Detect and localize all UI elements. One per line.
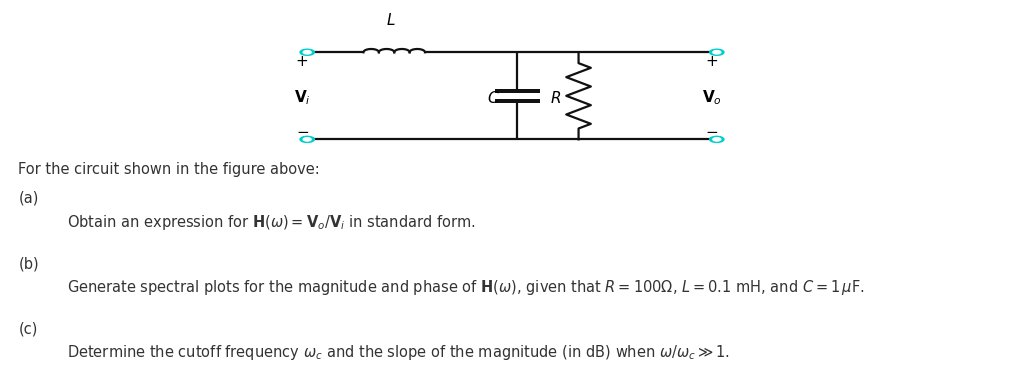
Circle shape [300,49,314,55]
Text: Determine the cutoff frequency $\omega_c$ and the slope of the magnitude (in dB): Determine the cutoff frequency $\omega_c… [67,343,730,362]
Text: Obtain an expression for $\mathbf{H}(\omega) = \mathbf{V}_o/\mathbf{V}_i$ in sta: Obtain an expression for $\mathbf{H}(\om… [67,212,475,232]
Circle shape [303,51,311,54]
Text: +: + [706,54,718,69]
Text: (b): (b) [18,256,39,271]
Text: $\mathbf{V}_i$: $\mathbf{V}_i$ [294,89,310,107]
Circle shape [303,138,311,141]
Text: $\mathit{R}$: $\mathit{R}$ [550,90,561,106]
Text: (a): (a) [18,191,39,206]
Text: (c): (c) [18,321,38,336]
Circle shape [713,51,721,54]
Text: +: + [296,54,308,69]
Circle shape [710,49,724,55]
Text: $\mathit{C}$: $\mathit{C}$ [487,90,500,106]
Circle shape [713,138,721,141]
Text: $-$: $-$ [296,123,308,138]
Text: Generate spectral plots for the magnitude and phase of $\mathbf{H}(\omega)$, giv: Generate spectral plots for the magnitud… [67,278,864,297]
Text: $-$: $-$ [706,123,718,138]
Text: $\mathit{L}$: $\mathit{L}$ [386,12,396,28]
Text: $\mathbf{V}_o$: $\mathbf{V}_o$ [701,89,722,107]
Circle shape [300,136,314,142]
Text: For the circuit shown in the figure above:: For the circuit shown in the figure abov… [18,162,321,177]
Circle shape [710,136,724,142]
